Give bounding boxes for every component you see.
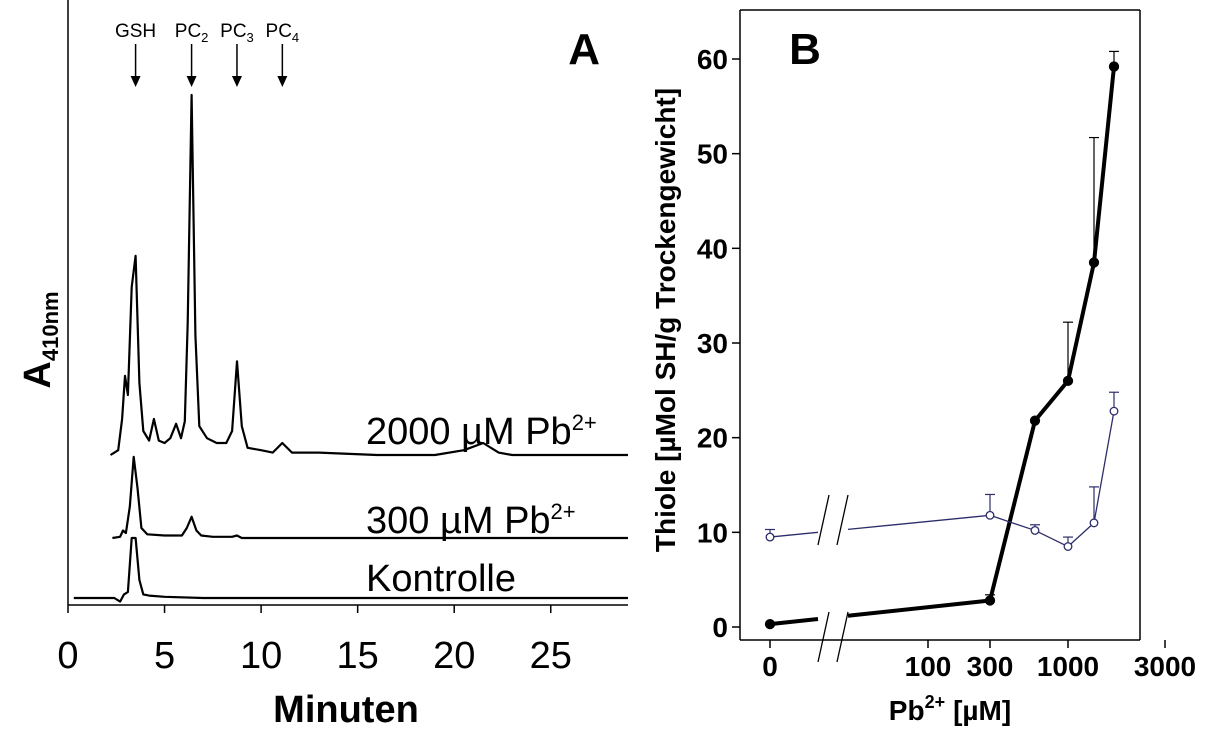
- panel-b-x-label-sup: 2+: [925, 692, 946, 712]
- panel-a-x-tick-label: 5: [154, 635, 175, 677]
- panel-b-x-tick-label: 0: [762, 651, 778, 682]
- data-point-filled: [1062, 375, 1074, 387]
- series-segment: [769, 617, 819, 627]
- data-point-filled: [1088, 257, 1100, 268]
- panel-b-label: B: [789, 25, 821, 74]
- peak-marker-label: PC4: [266, 21, 300, 45]
- panel-b-x-tick-label: 100: [905, 651, 952, 682]
- panel-b-x-tick-label: 300: [967, 651, 1014, 682]
- series-segment: [1033, 379, 1070, 422]
- axis-break-mark-upper-1: [817, 494, 830, 546]
- panel-b-y-tick-label: 30: [697, 328, 728, 359]
- panel-a-x-tick-label: 0: [57, 635, 78, 677]
- panel-b-y-tick-label: 60: [697, 44, 728, 75]
- panel-b-x-label-unit: [µM]: [953, 695, 1011, 726]
- data-point-filled: [984, 595, 996, 606]
- panel-a-label: A: [568, 25, 600, 74]
- data-point-filled: [1108, 61, 1120, 72]
- panel-b-y-axis-label: Thiole [µMol SH/g Trockengewicht]: [650, 88, 681, 552]
- peak-marker-label: GSH: [115, 21, 156, 42]
- panel-b-y-tick-label: 40: [697, 233, 728, 264]
- series-segment: [847, 598, 991, 618]
- peak-marker-arrow-head: [231, 76, 242, 87]
- trace-line-3: [73, 536, 628, 603]
- panel-a-x-tick-label: 25: [530, 635, 572, 677]
- trace-label-2000-main: 2000 µM Pb: [366, 411, 572, 453]
- trace-label-300: 300 µM Pb2+: [366, 499, 576, 542]
- panel-a-traces: [73, 93, 628, 603]
- panel-a-chromatogram: 0 5 10 15 20 25 GSH PC2 PC3 PC4 A Minuten A410nm…: [17, 0, 628, 731]
- peak-marker-label-sub: 2: [201, 30, 208, 45]
- data-point-open: [985, 510, 995, 520]
- peak-marker-label-sub: 4: [292, 30, 299, 45]
- panel-a-x-tick-label: 10: [240, 635, 282, 677]
- series-segment: [847, 514, 991, 530]
- panel-b-x-tick-label: 1000: [1037, 651, 1099, 682]
- panel-b-y-tick-label: 20: [697, 423, 728, 454]
- panel-a-y-axis-label: A410nm: [17, 291, 63, 388]
- series-segment: [1067, 522, 1095, 548]
- peak-marker-label-main: PC: [266, 21, 292, 42]
- panel-b-x-label-main: Pb: [889, 695, 925, 726]
- panel-b-x-tick-label: 3000: [1134, 651, 1196, 682]
- panel-b-y-tick-label: 10: [697, 517, 728, 548]
- peak-marker-label: PC2: [175, 21, 209, 45]
- axis-break-mark-lower-2: [836, 611, 849, 663]
- svg-text:A410nm: A410nm: [17, 291, 63, 388]
- axis-break-mark-lower-1: [817, 611, 830, 663]
- trace-label-2000-sup: 2+: [572, 410, 597, 435]
- data-point-open: [1109, 406, 1119, 416]
- panel-b-y-tick-label: 50: [697, 139, 728, 170]
- peak-marker-label: PC3: [220, 21, 254, 45]
- peak-marker-label-main: PC: [220, 21, 246, 42]
- panel-a-y-label-main: A: [17, 361, 59, 388]
- peak-marker-label-main: GSH: [115, 21, 156, 42]
- panel-b-y-ticks: 0 10 20 30 40 50 60: [697, 44, 740, 643]
- panel-b-series: [764, 50, 1120, 630]
- trace-label-300-sup: 2+: [551, 499, 576, 524]
- peak-marker-arrow-head: [277, 76, 288, 87]
- panel-b-x-ticks: 0 100 300 1000 3000: [762, 640, 1196, 682]
- axis-break-mark-upper-2: [836, 494, 849, 546]
- series-segment: [989, 514, 1036, 532]
- trace-line-2: [112, 455, 628, 540]
- data-point-filled: [764, 619, 776, 630]
- data-point-open: [765, 532, 775, 542]
- data-point-filled: [1029, 415, 1041, 426]
- panel-a-x-ticks: 0 5 10 15 20 25: [57, 605, 572, 677]
- peak-marker-arrow-head: [130, 76, 141, 87]
- trace-label-2000: 2000 µM Pb2+: [366, 410, 597, 453]
- data-point-open: [1089, 518, 1099, 528]
- series-segment: [1093, 411, 1115, 523]
- peak-marker-label-sub: 3: [247, 30, 254, 45]
- series-segment: [1092, 66, 1116, 263]
- panel-a-x-tick-label: 15: [337, 635, 379, 677]
- trace-label-300-main: 300 µM Pb: [366, 500, 551, 542]
- series-segment: [769, 531, 819, 538]
- panel-b-thiol-content: 0 10 20 30 40 50 60 0 100 300 1000 3000 B Pb2+ [µM]…: [650, 9, 1196, 726]
- panel-b-x-axis-label: Pb2+ [µM]: [889, 692, 1011, 726]
- data-point-open: [1030, 525, 1040, 535]
- series-segment: [1034, 529, 1069, 548]
- panel-a-y-label-sub: 410nm: [38, 291, 63, 361]
- trace-label-kontrolle: Kontrolle: [366, 558, 516, 600]
- trace-line-1: [109, 93, 628, 457]
- panel-b-y-tick-label: 0: [712, 612, 728, 643]
- peak-marker-label-main: PC: [175, 21, 201, 42]
- data-point-open: [1063, 542, 1073, 551]
- series-segment: [988, 420, 1037, 601]
- peak-marker-arrow-head: [186, 76, 197, 87]
- series-segment: [1066, 262, 1096, 382]
- panel-a-x-tick-label: 20: [433, 635, 475, 677]
- axis-break-marks: [817, 494, 849, 663]
- panel-a-peak-markers: GSH PC2 PC3 PC4: [115, 21, 299, 87]
- panel-a-x-axis-label: Minuten: [273, 689, 419, 728]
